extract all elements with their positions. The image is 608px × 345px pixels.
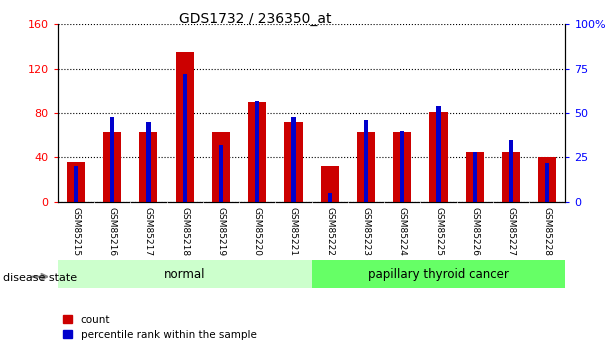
Bar <box>219 145 223 202</box>
Text: GSM85215: GSM85215 <box>71 207 80 256</box>
Text: GSM85222: GSM85222 <box>325 207 334 255</box>
Bar <box>248 102 266 202</box>
Bar <box>320 166 339 202</box>
Bar <box>357 132 375 202</box>
Bar <box>182 74 187 202</box>
Text: GSM85225: GSM85225 <box>434 207 443 256</box>
Bar <box>509 140 513 202</box>
Text: GSM85226: GSM85226 <box>470 207 479 256</box>
Bar <box>110 117 114 202</box>
Bar <box>255 100 260 202</box>
Text: GSM85228: GSM85228 <box>543 207 552 256</box>
Bar <box>147 122 151 202</box>
Text: papillary thyroid cancer: papillary thyroid cancer <box>368 268 509 281</box>
Bar <box>538 157 556 202</box>
Text: GSM85227: GSM85227 <box>506 207 516 256</box>
FancyBboxPatch shape <box>58 260 311 288</box>
Text: GDS1732 / 236350_at: GDS1732 / 236350_at <box>179 12 331 26</box>
Text: GSM85223: GSM85223 <box>362 207 370 256</box>
Bar <box>437 106 441 202</box>
Legend: count, percentile rank within the sample: count, percentile rank within the sample <box>63 315 257 340</box>
FancyBboxPatch shape <box>311 260 565 288</box>
Bar <box>466 152 484 202</box>
Bar <box>328 193 332 202</box>
Text: GSM85216: GSM85216 <box>108 207 117 256</box>
Bar <box>285 122 303 202</box>
Text: disease state: disease state <box>3 273 77 283</box>
Bar <box>176 52 194 202</box>
Text: normal: normal <box>164 268 206 281</box>
Bar <box>364 120 368 202</box>
Text: GSM85218: GSM85218 <box>180 207 189 256</box>
Bar <box>291 117 295 202</box>
Bar <box>74 166 78 202</box>
Bar <box>393 132 412 202</box>
Bar <box>400 131 404 202</box>
Bar <box>67 162 85 202</box>
Text: GSM85219: GSM85219 <box>216 207 226 256</box>
Bar <box>502 152 520 202</box>
Text: GSM85224: GSM85224 <box>398 207 407 255</box>
Bar <box>545 163 550 202</box>
Bar <box>212 132 230 202</box>
Bar <box>139 132 157 202</box>
Bar <box>472 152 477 202</box>
Text: GSM85217: GSM85217 <box>144 207 153 256</box>
Text: GSM85220: GSM85220 <box>253 207 261 256</box>
Text: GSM85221: GSM85221 <box>289 207 298 256</box>
Bar <box>429 112 447 202</box>
Bar <box>103 132 121 202</box>
